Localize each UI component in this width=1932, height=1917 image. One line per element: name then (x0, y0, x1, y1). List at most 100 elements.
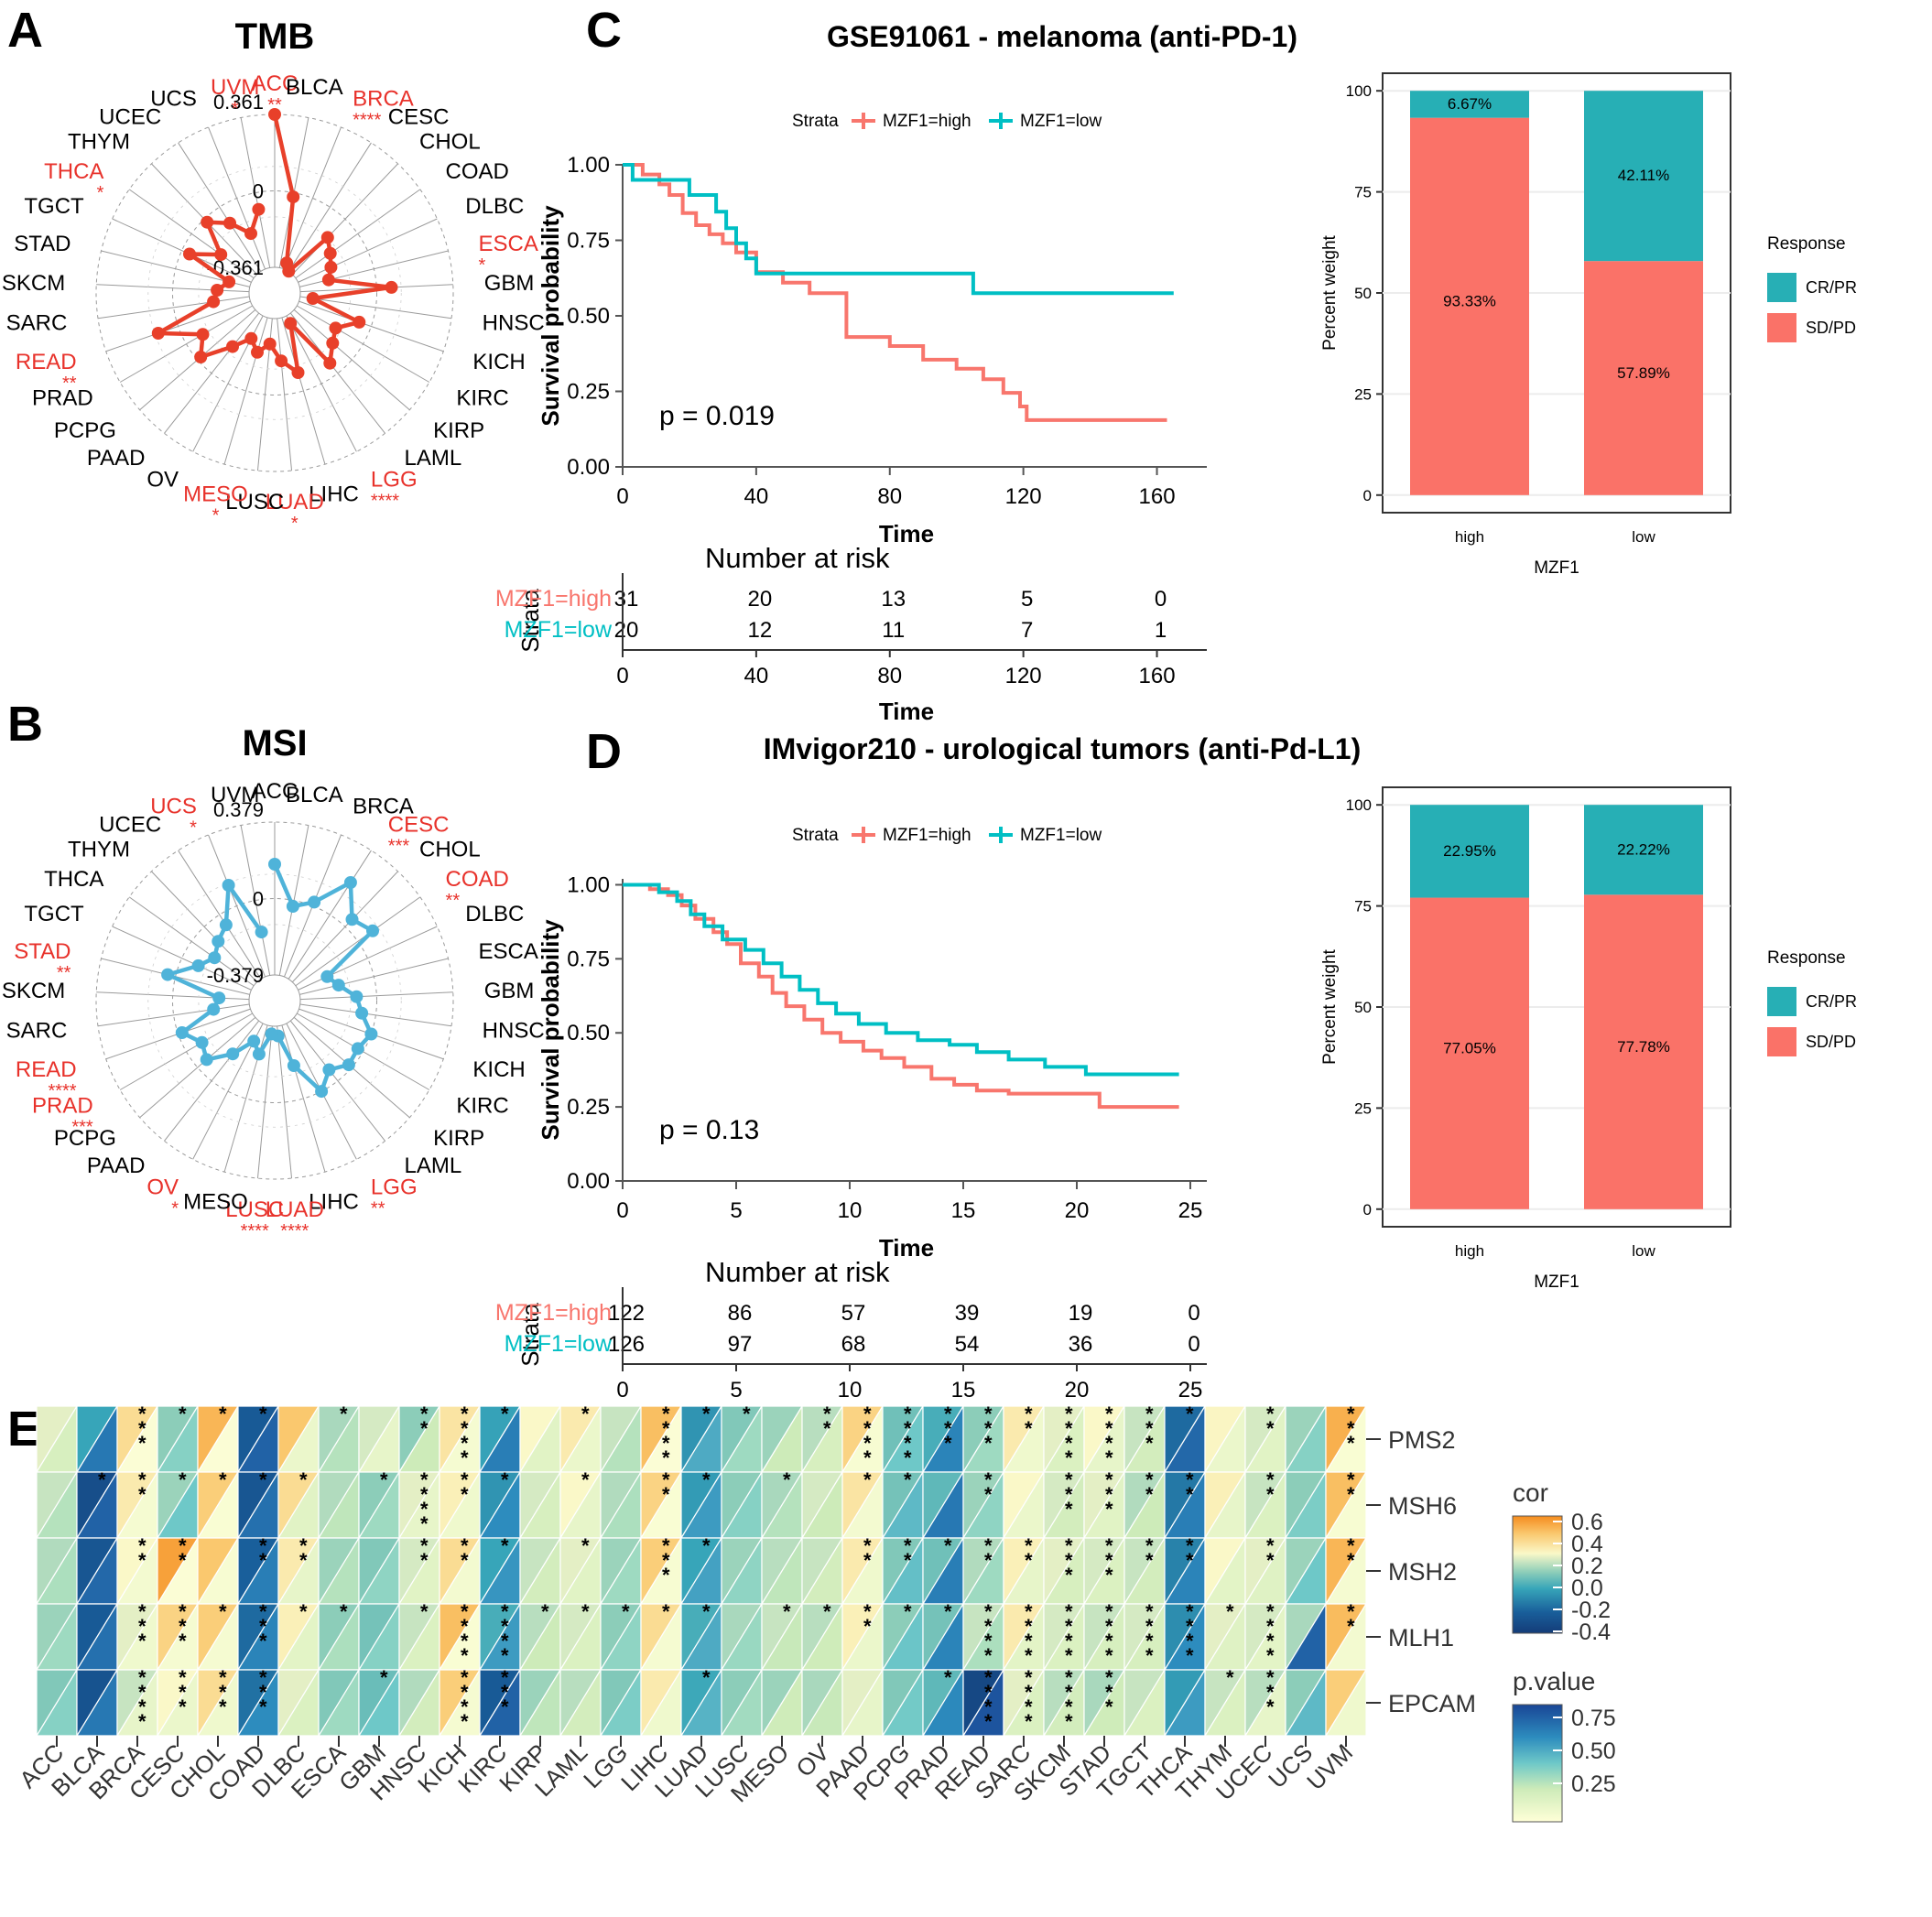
heatmap-significance: * (461, 1630, 469, 1652)
heatmap-significance: * (461, 1710, 469, 1733)
heatmap-significance: * (1065, 1432, 1073, 1455)
radar-spoke (289, 1020, 385, 1142)
radar-ring-minor (147, 166, 402, 420)
bar-x-tick-label: high (1455, 528, 1484, 546)
risk-table-cell: 5 (1021, 587, 1033, 612)
radar-ring-label: -0.361 (207, 256, 264, 279)
heatmap-significance: * (1266, 1681, 1275, 1704)
radar-axis-label: DLBC (465, 194, 524, 219)
km-x-tick-label: 20 (1065, 1198, 1090, 1223)
heatmap-significance: * (944, 1403, 952, 1425)
heatmap-significance: * (299, 1600, 308, 1623)
radar-significance: ** (62, 374, 77, 394)
heatmap-significance: * (501, 1681, 509, 1704)
radar-spoke (277, 1025, 293, 1179)
radar-data-point (219, 918, 233, 932)
km-plot-gse91061: Strata MZF1=high MZF1=low0.000.250.500.751… (495, 112, 1207, 725)
pvalue-legend-tick-label: 0.25 (1571, 1771, 1616, 1797)
radar-axis-label: LUAD (266, 490, 324, 514)
heatmap-significance: * (461, 1446, 469, 1469)
radar-data-point (196, 328, 210, 341)
radar-data-point (287, 1059, 300, 1072)
radar-series-line (165, 863, 375, 1094)
heatmap-significance: * (1347, 1483, 1355, 1506)
heatmap-significance: * (420, 1512, 429, 1535)
heatmap-significance: * (622, 1600, 630, 1623)
heatmap-significance: * (863, 1615, 872, 1638)
radar-spoke (97, 296, 250, 320)
heatmap-significance: * (219, 1666, 227, 1689)
radar-spoke (178, 850, 262, 980)
bar-legend-swatch (1767, 987, 1796, 1016)
bar-legend-title: Response (1767, 948, 1846, 968)
km-y-tick-label: 0.50 (567, 1021, 610, 1045)
bar-segment-crpr (1584, 805, 1703, 895)
bar-legend-swatch (1767, 313, 1796, 342)
radar-axis-label: KICH (472, 1057, 525, 1082)
heatmap-significance: * (1105, 1446, 1113, 1469)
heatmap-significance: * (461, 1483, 469, 1506)
heatmap-significance: * (1186, 1403, 1194, 1425)
panel-a-title: TMB (234, 16, 315, 57)
radar-axis-label: HNSC (483, 311, 545, 336)
heatmap-significance: * (984, 1549, 993, 1572)
km-x-tick-label: 15 (951, 1198, 976, 1223)
km-pvalue: p = 0.019 (659, 401, 775, 431)
radar-significance: * (190, 818, 197, 838)
heatmap-significance: * (1266, 1630, 1275, 1652)
radar-axis-label: PRAD (32, 386, 93, 411)
radar-data-point (331, 979, 345, 992)
radar-data-point (343, 876, 357, 889)
radar-data-point (353, 315, 366, 329)
heatmap-significance: * (420, 1417, 429, 1440)
radar-axis-label: HNSC (483, 1019, 545, 1044)
bar-segment-crpr (1410, 805, 1529, 898)
heatmap-significance: * (299, 1534, 308, 1557)
risk-x-tick-label: 5 (730, 1378, 742, 1403)
radar-significance: * (97, 183, 104, 203)
risk-table-cell: 36 (1069, 1332, 1093, 1357)
panel-c-title: GSE91061 - melanoma (anti-PD-1) (827, 20, 1297, 53)
radar-axis-label: LAML (405, 1153, 462, 1178)
panel-c-letter: C (586, 3, 622, 58)
risk-row-label: MZF1=high (495, 586, 612, 612)
heatmap-significance: * (984, 1644, 993, 1667)
heatmap-significance: * (783, 1468, 791, 1491)
heatmap-significance: * (1105, 1432, 1113, 1455)
radar-ring (248, 266, 301, 320)
heatmap-significance: * (904, 1534, 912, 1557)
heatmap-significance: * (1105, 1498, 1113, 1521)
radar-ring-label: 0.361 (213, 91, 264, 114)
cor-legend-title: cor (1513, 1478, 1548, 1507)
radar-axis-label: BRCA (353, 794, 414, 818)
radar-spoke (112, 218, 252, 283)
risk-x-tick-label: 0 (616, 664, 628, 688)
heatmap-significance: * (984, 1681, 993, 1704)
heatmap-significance: * (461, 1534, 469, 1557)
heatmap-significance: * (904, 1417, 912, 1440)
km-group: Strata MZF1=high MZF1=low0.000.250.500.751… (495, 112, 1207, 725)
heatmap-significance: * (461, 1666, 469, 1689)
heatmap-significance: * (259, 1468, 267, 1491)
heatmap-significance: * (1025, 1681, 1033, 1704)
bar-legend-swatch (1767, 1027, 1796, 1056)
heatmap-significance: * (984, 1666, 993, 1689)
heatmap-significance: * (219, 1695, 227, 1718)
bar-y-tick-label: 25 (1354, 385, 1372, 403)
bar-y-tick-label: 100 (1346, 796, 1372, 814)
radar-spoke (277, 318, 293, 471)
bar-y-tick-label: 0 (1363, 1201, 1372, 1218)
risk-x-tick-label: 40 (744, 664, 769, 688)
bar-x-axis-title: MZF1 (1534, 558, 1579, 578)
heatmap-significance: * (984, 1403, 993, 1425)
radar-data-point (207, 295, 221, 309)
heatmap-significance: * (1065, 1534, 1073, 1557)
radar-axis-label: KIRC (456, 386, 508, 411)
panel-a-letter: A (7, 3, 43, 58)
heatmap-significance: * (702, 1534, 711, 1557)
km-x-axis-title: Time (879, 1234, 934, 1262)
heatmap-significance: * (984, 1417, 993, 1440)
heatmap-significance: * (259, 1615, 267, 1638)
heatmap-significance: * (380, 1468, 388, 1491)
